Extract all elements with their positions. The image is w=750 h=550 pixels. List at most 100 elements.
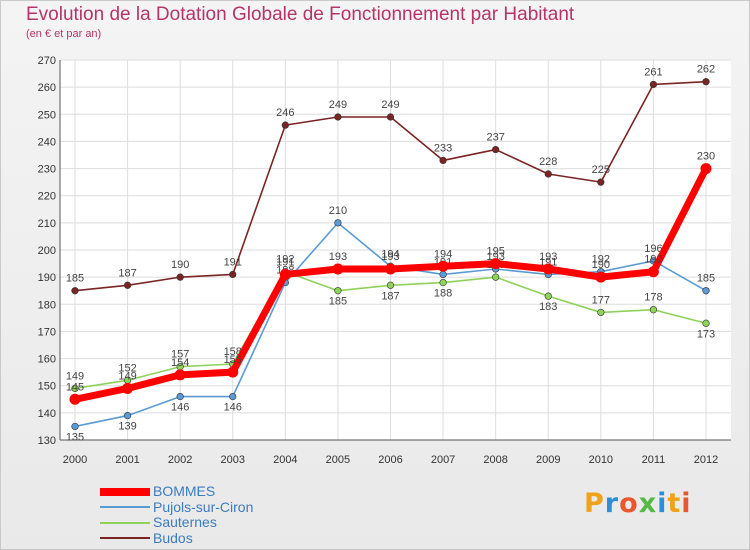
data-label-bommes: 193 (381, 251, 399, 263)
data-label-budos: 190 (171, 259, 189, 271)
data-point-bommes (542, 263, 554, 275)
data-point-budos (281, 121, 289, 129)
data-point-bommes (332, 263, 344, 275)
data-label-budos: 233 (434, 142, 452, 154)
data-label-pujols-sur-ciron: 185 (697, 273, 715, 285)
legend-label-budos: Budos (153, 529, 193, 546)
data-point-bommes (385, 263, 396, 275)
data-point-bommes (490, 258, 502, 270)
y-tick-label: 260 (38, 82, 56, 94)
data-label-budos: 185 (66, 273, 84, 285)
data-point-pujols-sur-ciron (71, 422, 79, 431)
x-tick-label: 2002 (168, 454, 192, 466)
data-point-budos (439, 156, 447, 165)
legend-swatch-sauternes (100, 521, 150, 524)
data-point-bommes (174, 369, 186, 381)
proxiti-logo: Proxiti (584, 488, 692, 519)
legend-swatch-budos (100, 537, 150, 540)
data-label-sauternes: 177 (592, 294, 610, 306)
data-point-budos (702, 78, 710, 86)
chart-title: Evolution de la Dotation Globale de Fonc… (26, 4, 575, 25)
logo-letter: i (681, 488, 692, 519)
data-label-budos: 246 (276, 107, 294, 119)
data-label-sauternes: 149 (66, 370, 84, 382)
y-tick-label: 130 (38, 435, 56, 447)
logo-letter: i (657, 488, 668, 519)
data-point-sauternes (649, 306, 658, 314)
data-label-bommes: 155 (224, 354, 242, 366)
logo-letter: r (604, 488, 620, 519)
y-tick-label: 140 (38, 408, 56, 420)
data-label-budos: 191 (224, 256, 242, 268)
y-tick-label: 150 (38, 381, 56, 393)
legend-label-bommes: BOMMES (153, 483, 216, 499)
data-point-budos (492, 145, 500, 154)
data-point-budos (229, 270, 237, 279)
data-point-bommes (227, 366, 239, 378)
data-point-bommes (595, 271, 607, 283)
data-label-pujols-sur-ciron: 193 (486, 251, 504, 263)
x-tick-label: 2007 (431, 454, 455, 466)
data-point-budos (386, 113, 395, 121)
data-label-bommes: 154 (171, 357, 189, 369)
x-tick-label: 2008 (483, 454, 507, 466)
y-tick-label: 200 (38, 245, 56, 257)
data-label-sauternes: 178 (644, 292, 662, 304)
data-label-budos: 262 (697, 64, 715, 76)
legend-label-pujols: Pujols-sur-Ciron (153, 498, 254, 515)
data-point-sauternes (702, 319, 710, 327)
data-label-bommes: 145 (66, 381, 84, 393)
data-point-pujols-sur-ciron (229, 392, 237, 401)
x-tick-label: 2010 (589, 454, 613, 466)
data-point-budos (334, 113, 342, 121)
data-point-bommes (647, 266, 659, 278)
data-label-sauternes: 158 (224, 346, 242, 358)
data-point-pujols-sur-ciron (123, 411, 132, 420)
logo-letter: P (584, 488, 605, 519)
data-label-pujols-sur-ciron: 192 (592, 254, 610, 266)
data-label-pujols-sur-ciron: 135 (66, 431, 84, 443)
data-label-pujols-sur-ciron: 139 (118, 421, 136, 433)
data-label-sauternes: 183 (539, 301, 557, 313)
y-tick-label: 190 (38, 272, 56, 284)
data-label-pujols-sur-ciron: 210 (329, 205, 347, 217)
data-label-sauternes: 157 (171, 349, 189, 361)
data-point-sauternes (334, 287, 342, 295)
y-tick-label: 170 (38, 326, 56, 338)
data-label-bommes: 195 (486, 246, 504, 258)
x-tick-label: 2001 (115, 454, 139, 466)
data-point-pujols-sur-ciron (439, 270, 447, 279)
data-point-budos (544, 170, 552, 178)
data-point-sauternes (439, 278, 447, 287)
y-tick-label: 270 (38, 55, 56, 67)
data-point-bommes (700, 163, 712, 175)
data-label-pujols-sur-ciron: 146 (171, 402, 189, 414)
y-tick-label: 240 (38, 136, 56, 148)
data-label-budos: 261 (644, 66, 662, 78)
x-tick-label: 2004 (273, 454, 297, 466)
x-tick-label: 2006 (378, 454, 402, 466)
y-tick-label: 180 (38, 299, 56, 311)
data-label-pujols-sur-ciron: 194 (381, 248, 399, 260)
x-tick-label: 2012 (694, 454, 718, 466)
data-point-bommes (69, 393, 81, 405)
data-label-bommes: 191 (276, 256, 294, 268)
data-label-budos: 249 (329, 99, 347, 111)
data-point-pujols-sur-ciron (334, 219, 342, 227)
y-tick-label: 230 (38, 164, 56, 176)
data-point-budos (597, 178, 605, 186)
y-tick-label: 250 (38, 109, 56, 121)
data-point-sauternes (544, 292, 552, 300)
data-point-budos (649, 80, 658, 89)
logo-letter: o (619, 488, 639, 519)
data-label-bommes: 192 (644, 254, 662, 266)
x-tick-label: 2003 (221, 454, 245, 466)
legend-swatch-bommes (100, 487, 150, 496)
y-tick-label: 210 (38, 218, 56, 230)
data-point-pujols-sur-ciron (702, 287, 710, 295)
data-label-budos: 225 (592, 164, 610, 176)
y-tick-label: 160 (38, 354, 56, 366)
data-point-sauternes (492, 273, 500, 281)
data-point-budos (123, 281, 132, 289)
